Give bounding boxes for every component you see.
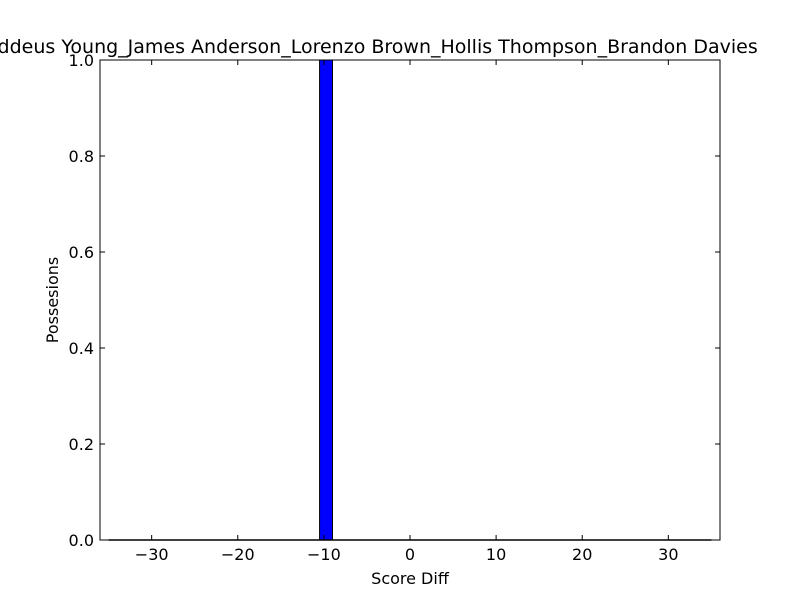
y-tick-label-5: 1.0	[69, 51, 94, 70]
x-tick-label-5: 20	[572, 545, 592, 564]
y-tick-label-0: 0.0	[69, 531, 94, 550]
chart-title: Thaddeus Young_James Anderson_Lorenzo Br…	[0, 36, 758, 58]
bar-0	[319, 59, 334, 541]
y-tick-label-3: 0.6	[69, 243, 94, 262]
x-tick-label-0: −30	[135, 545, 169, 564]
x-tick-label-6: 30	[658, 545, 678, 564]
x-axis-label: Score Diff	[371, 569, 450, 588]
ticks-layer: −30 −20 −10 0 10 20 30 0.0 0.2 0.4 0.6 0.8 1.0	[69, 51, 720, 564]
x-tick-label-1: −20	[221, 545, 255, 564]
y-axis-label: Possesions	[43, 257, 62, 343]
plot-frame	[99, 59, 721, 541]
y-tick-label-2: 0.4	[69, 339, 94, 358]
y-tick-label-1: 0.2	[69, 435, 94, 454]
x-tick-label-3: 0	[405, 545, 415, 564]
x-tick-label-2: −10	[307, 545, 341, 564]
x-tick-label-4: 10	[486, 545, 506, 564]
y-tick-label-4: 0.8	[69, 147, 94, 166]
bars-layer	[108, 59, 712, 541]
